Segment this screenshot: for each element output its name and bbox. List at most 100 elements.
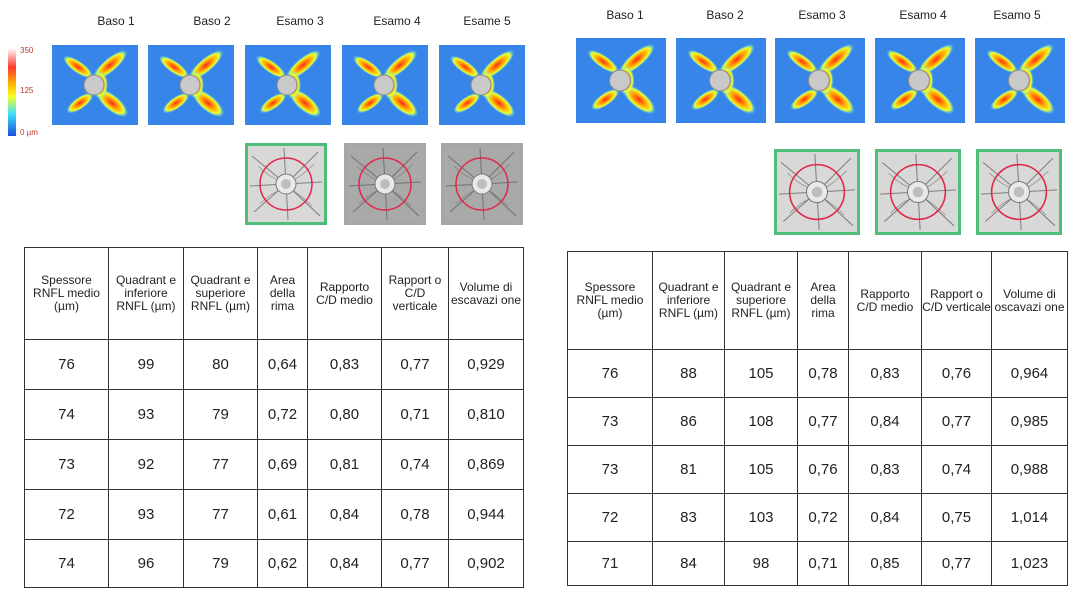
column-header: Quadrant e superiore RNFL (µm) [724,251,798,350]
table-cell: 0,964 [991,349,1068,398]
table-cell: 81 [652,445,725,494]
rnfl-heatmap-baso-1 [52,45,138,125]
left-panel: Baso 1 Baso 2 Esamo 3 Esamo 4 Esame 5 35… [0,0,530,589]
left-header-3: Esamo 3 [276,14,324,28]
table-cell: 83 [652,493,725,542]
table-header-row: Spessore RNFL medio (µm) Quadrant e infe… [24,247,524,340]
table-cell: 0,78 [797,349,849,398]
table-cell: 0,78 [381,489,449,540]
table-row: 71 84 98 0,71 0,85 0,77 1,023 [567,541,1068,586]
right-header-4: Esamo 4 [899,8,947,22]
rnfl-heatmap-baso-1 [576,38,666,123]
table-cell: 0,77 [797,397,849,446]
optic-disc-image-esame-4 [875,149,961,235]
table-row: 74 96 79 0,62 0,84 0,77 0,902 [24,539,524,588]
right-exam-headers: Baso 1 Baso 2 Esamo 3 Esamo 4 Esamo 5 [562,8,1069,26]
column-header: Quadrant e inferiore RNFL (µm) [652,251,725,350]
table-cell: 0,84 [307,489,382,540]
table-cell: 0,76 [797,445,849,494]
right-header-5: Esamo 5 [993,8,1041,22]
table-cell: 84 [652,541,725,586]
table-cell: 72 [567,493,653,542]
scale-top-label: 350 [20,46,34,55]
table-cell: 0,83 [307,339,382,390]
table-cell: 0,85 [848,541,922,586]
table-cell: 86 [652,397,725,446]
table-cell: 0,80 [307,389,382,440]
rnfl-heatmap-baso-2 [148,45,234,125]
optic-disc-image-esame-4 [344,143,426,225]
column-header: Spessore RNFL medio (µm) [24,247,109,340]
left-header-2: Baso 2 [193,14,231,28]
table-cell: 0,69 [257,439,308,490]
table-cell: 105 [724,445,798,494]
table-cell: 0,902 [448,539,524,588]
table-cell: 0,76 [921,349,992,398]
table-cell: 0,810 [448,389,524,440]
table-cell: 0,77 [921,397,992,446]
table-cell: 99 [108,339,184,390]
thickness-color-scale: 350 125 0 µm [8,46,48,137]
table-cell: 0,83 [848,445,922,494]
table-cell: 0,988 [991,445,1068,494]
table-cell: 71 [567,541,653,586]
table-cell: 0,84 [307,539,382,588]
table-header-row: Spessore RNFL medio (µm) Quadrant e infe… [567,251,1068,350]
right-header-2: Baso 2 [706,8,744,22]
table-row: 72 83 103 0,72 0,84 0,75 1,014 [567,493,1068,542]
table-cell: 80 [183,339,258,390]
table-cell: 73 [567,445,653,494]
right-header-1: Baso 1 [606,8,644,22]
optic-disc-image-esame-5 [441,143,523,225]
table-cell: 105 [724,349,798,398]
table-cell: 77 [183,439,258,490]
column-header: Spessore RNFL medio (µm) [567,251,653,350]
table-cell: 73 [24,439,109,490]
table-cell: 0,74 [921,445,992,494]
table-cell: 74 [24,539,109,588]
rnfl-heatmap-esame-5 [975,38,1065,123]
table-cell: 74 [24,389,109,440]
table-cell: 0,84 [848,397,922,446]
column-header: Volume di oscavazi one [991,251,1068,350]
table-cell: 79 [183,539,258,588]
column-header: Rapport o C/D verticale [921,251,992,350]
table-row: 74 93 79 0,72 0,80 0,71 0,810 [24,389,524,440]
table-row: 73 92 77 0,69 0,81 0,74 0,869 [24,439,524,490]
left-header-1: Baso 1 [97,14,135,28]
table-cell: 103 [724,493,798,542]
table-cell: 76 [24,339,109,390]
left-rnfl-table: Spessore RNFL medio (µm) Quadrant e infe… [24,247,524,588]
table-cell: 98 [724,541,798,586]
table-row: 73 81 105 0,76 0,83 0,74 0,988 [567,445,1068,494]
table-row: 72 93 77 0,61 0,84 0,78 0,944 [24,489,524,540]
table-cell: 0,83 [848,349,922,398]
column-header: Quadrant e superiore RNFL (µm) [183,247,258,340]
table-cell: 1,023 [991,541,1068,586]
right-header-3: Esamo 3 [798,8,846,22]
rnfl-heatmap-esame-4 [342,45,428,125]
table-cell: 0,944 [448,489,524,540]
column-header: Rapporto C/D medio [848,251,922,350]
right-panel: Baso 1 Baso 2 Esamo 3 Esamo 4 Esamo 5 Sp… [562,0,1069,589]
rnfl-heatmap-baso-2 [676,38,766,123]
table-cell: 0,71 [797,541,849,586]
table-cell: 0,72 [257,389,308,440]
table-cell: 0,985 [991,397,1068,446]
table-cell: 0,75 [921,493,992,542]
column-header: Volume di escavazi one [448,247,524,340]
table-cell: 0,64 [257,339,308,390]
table-cell: 92 [108,439,184,490]
optic-disc-image-esame-3 [245,143,327,225]
scale-bottom-label: 0 µm [20,128,38,137]
table-cell: 0,61 [257,489,308,540]
table-cell: 0,77 [921,541,992,586]
table-cell: 77 [183,489,258,540]
table-cell: 0,81 [307,439,382,490]
optic-disc-image-esame-5 [976,149,1062,235]
table-row: 76 88 105 0,78 0,83 0,76 0,964 [567,349,1068,398]
table-cell: 73 [567,397,653,446]
table-cell: 76 [567,349,653,398]
table-cell: 0,72 [797,493,849,542]
column-header: Area della rima [257,247,308,340]
